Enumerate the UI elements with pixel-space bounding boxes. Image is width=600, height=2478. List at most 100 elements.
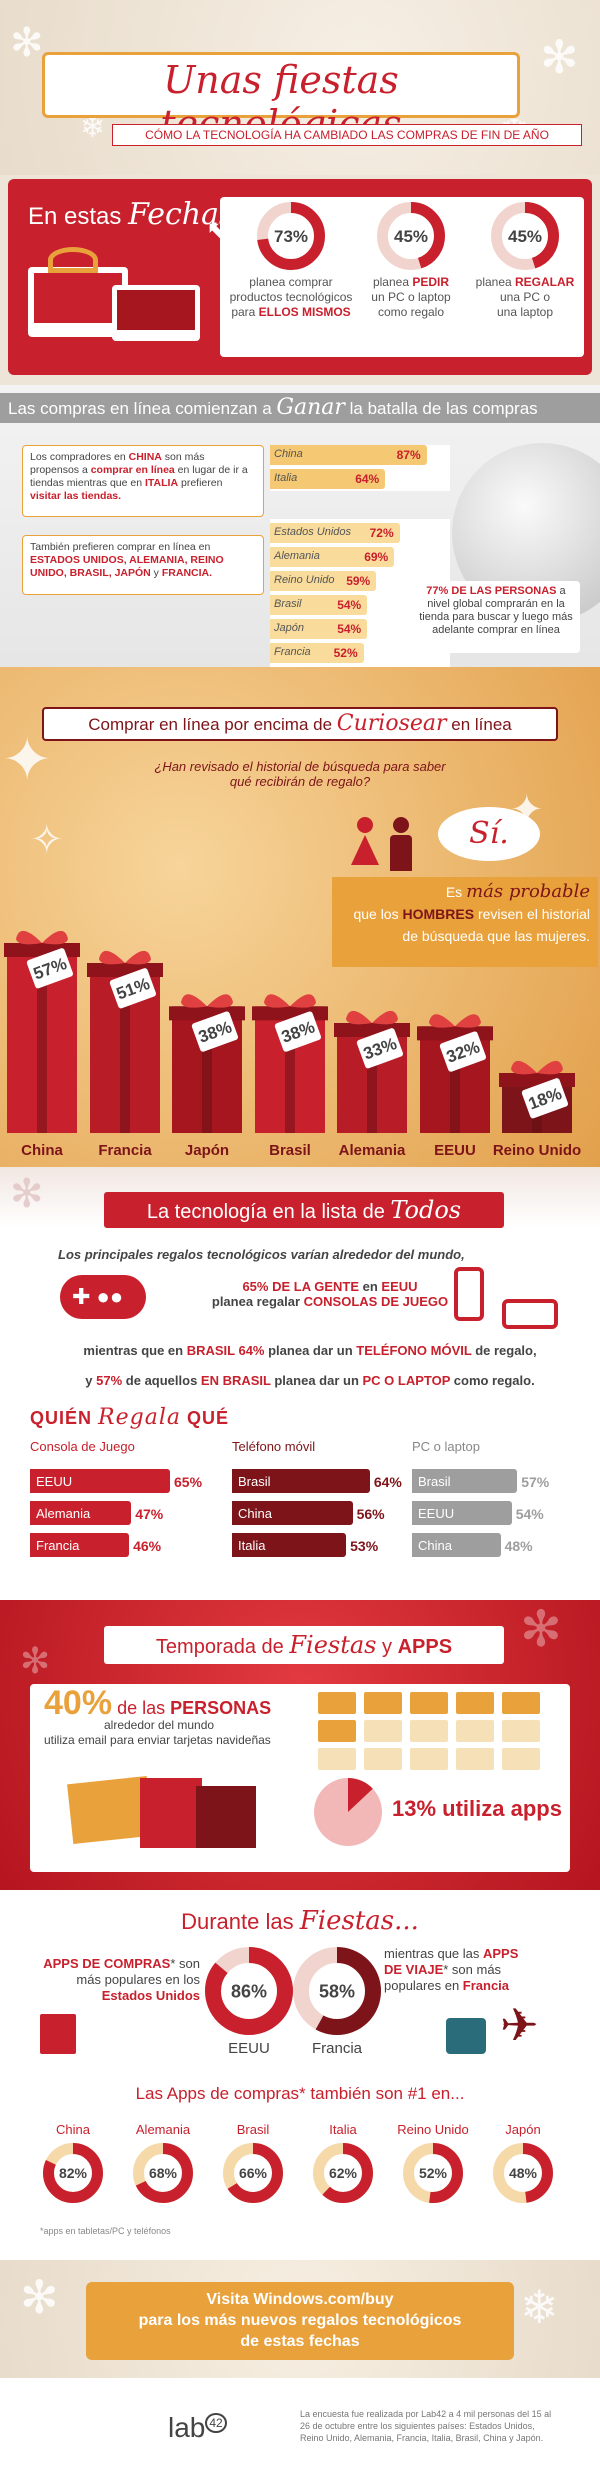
quien-bar: [30, 1469, 170, 1493]
footnote: *apps en tabletas/PC y teléfonos: [40, 2226, 171, 2236]
quien-col-title: PC o laptop: [412, 1439, 480, 1454]
country-donut-label: Japón: [505, 2122, 541, 2137]
compras-banner-b: Ganar: [276, 395, 345, 420]
gift-ribbon: [450, 1026, 460, 1133]
apps-banner-a: Temporada de: [155, 1636, 284, 1658]
compras-bar: [270, 523, 400, 543]
compras-bar: [270, 445, 427, 465]
compras-pct: 59%: [346, 574, 371, 588]
quien-b: Regala: [98, 1405, 181, 1430]
gift-bow: [181, 994, 233, 1008]
quien-country: Brasil: [418, 1474, 451, 1489]
gamepad-icon: ✚ ●●: [60, 1275, 146, 1319]
gift-lid: [87, 963, 163, 977]
donut-fill: [493, 2143, 553, 2203]
apps-banner: Temporada de Fiestas y APPS: [104, 1626, 504, 1664]
donut-fill: [43, 2143, 103, 2203]
gift-ribbon: [120, 963, 130, 1133]
quien-country: China: [418, 1538, 452, 1553]
snowflake-icon: ✻: [20, 1640, 51, 1681]
gift-bow: [346, 1010, 398, 1025]
stat-bold: ELLOS MISMOS: [258, 305, 351, 319]
stat-line: planea PEDIR: [328, 275, 494, 290]
donut-francia-label: Francia: [311, 2040, 363, 2057]
logo-text: lab: [168, 2412, 206, 2443]
gift-tag: 32%: [439, 1031, 487, 1072]
china-text-part: comprar en línea: [90, 464, 175, 476]
answer-f: de búsqueda que las mujeres.: [402, 928, 590, 944]
envelope-icon: [410, 1720, 448, 1742]
email-stat-c: PERSONAS: [170, 1698, 272, 1718]
answer-c: que los: [353, 906, 403, 922]
envelope-icon: [318, 1748, 356, 1770]
compras-pct: 64%: [355, 472, 380, 486]
compras-bar: [270, 619, 368, 639]
quien-pct: 47%: [135, 1506, 164, 1522]
stat-line: productos tecnológicos: [229, 290, 353, 304]
lista-p1: Los principales regalos tecnológicos var…: [58, 1247, 465, 1262]
countries-text-part: ESTADOS UNIDOS, ALEMANIA, REINO UNIDO, B…: [30, 554, 224, 579]
gift-tag: 33%: [356, 1028, 404, 1069]
suitcase-icon: [446, 2018, 486, 2054]
cta-line-2: para los más nuevos regalos tecnológicos: [138, 2312, 462, 2329]
lab42-logo: lab 42: [168, 2412, 227, 2444]
quien-pct: 64%: [373, 1474, 402, 1490]
cta-box[interactable]: Visita Windows.com/buy para los más nuev…: [86, 2282, 514, 2360]
compras-bar: [270, 643, 364, 663]
gift-ribbon: [367, 1023, 377, 1133]
gift-bow: [429, 1014, 481, 1028]
gift-ribbon: [37, 943, 47, 1133]
travel-text: mientras que las APPS DE VIAJE* son más …: [384, 1946, 534, 1994]
fechas-section: En estas Fechas... ⬉ 73% planea comprar pr…: [0, 175, 600, 385]
quien-pct: 65%: [174, 1474, 203, 1490]
gift-bow: [99, 950, 151, 965]
lista-p2: 65% DE LA GENTE en EEUU planea regalar C…: [200, 1279, 460, 1309]
page-subtitle: CÓMO LA TECNOLOGÍA HA CAMBIADO LAS COMPR…: [112, 124, 582, 146]
country-donut: 52%: [403, 2143, 463, 2203]
donut-francia: 58%: [293, 1947, 381, 2035]
answer-d: HOMBRES: [402, 906, 475, 922]
envelope-icon: [410, 1692, 448, 1714]
lista-section: ✻ La tecnología en la lista de Todos Los…: [0, 1167, 600, 1600]
quien-heading: QUIÉN Regala QUÉ: [30, 1405, 229, 1430]
donut-value: 45%: [394, 227, 428, 246]
gift-bow: [16, 930, 68, 945]
donut-fill: [205, 1947, 293, 2035]
donut-value: 66%: [239, 2165, 268, 2181]
fechas-stat-ring: 45%: [491, 202, 559, 270]
quien-bar: [30, 1501, 132, 1525]
stat-text: planea: [372, 275, 413, 289]
cta-line-1[interactable]: Visita Windows.com/buy: [206, 2291, 394, 2308]
woman-icon: [350, 817, 380, 877]
quien-country: EEUU: [36, 1474, 73, 1489]
stat-line: una PC o: [499, 290, 551, 304]
lista-banner-a: La tecnología en la lista de: [146, 1201, 385, 1223]
curiosear-banner-c: en línea: [451, 715, 512, 734]
stat-bold: REGALAR: [515, 275, 575, 289]
gift-category-label: Reino Unido: [493, 1142, 581, 1159]
donut-value: 73%: [274, 227, 308, 246]
lista-p5b: 57%: [96, 1373, 123, 1388]
envelope-icon: [456, 1720, 494, 1742]
laptop-icon: [112, 285, 200, 341]
quien-country: China: [238, 1506, 272, 1521]
durante-b: Fiestas...: [299, 1906, 419, 1936]
stat-line: planea REGALAR: [442, 275, 600, 290]
compras-pct: 54%: [337, 622, 362, 636]
compras-country: China: [274, 448, 303, 460]
gift-bow: [264, 994, 316, 1008]
snowflake-icon: ✻: [520, 1601, 562, 1657]
fechas-heading-a: En estas: [28, 203, 122, 230]
lista-p4e: de regalo,: [471, 1343, 537, 1358]
envelope-icon: [364, 1692, 402, 1714]
compras-banner: Las compras en línea comienzan a Ganar l…: [0, 393, 600, 423]
travel-d: Francia: [462, 1978, 510, 1993]
donut-value: 68%: [149, 2165, 178, 2181]
compras-banner-a: Las compras en línea comienzan a: [8, 399, 272, 418]
gift-category-label: Japón: [185, 1142, 229, 1159]
si-bubble: Sí.: [438, 807, 540, 861]
envelope-icon: [364, 1720, 402, 1742]
compras-banner-c: la batalla de las compras: [349, 399, 538, 418]
donut-fill: [223, 2143, 283, 2203]
lista-p5: y 57% de aquellos EN BRASIL planea dar u…: [20, 1373, 600, 1388]
